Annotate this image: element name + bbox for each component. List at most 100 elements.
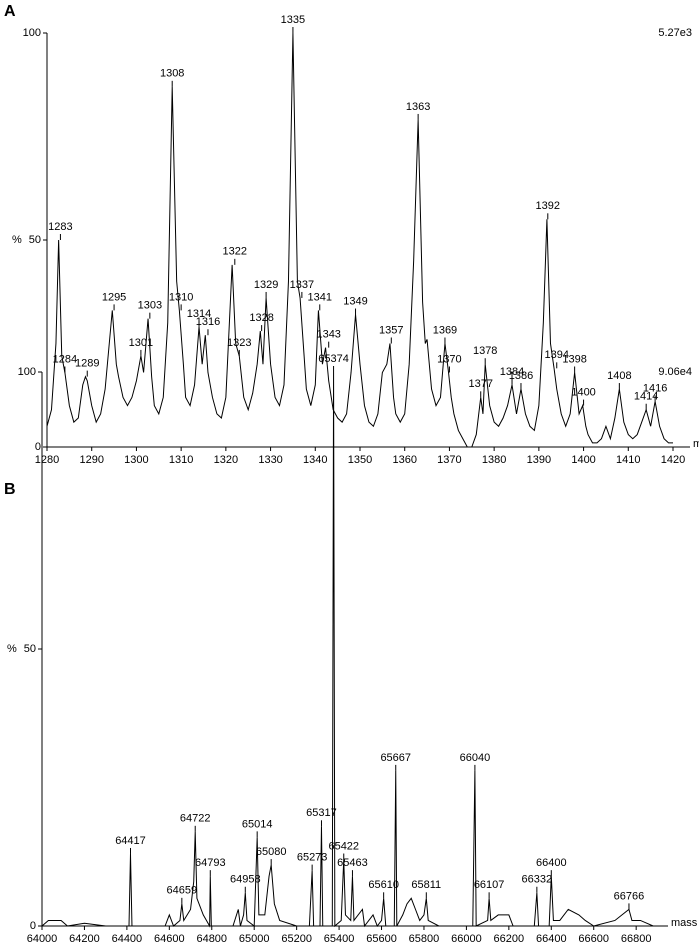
x-tick-label: 66400 xyxy=(536,933,567,945)
peak-label: 1328 xyxy=(249,312,273,324)
peak-label: 1303 xyxy=(138,300,162,312)
peak-label: 1369 xyxy=(433,324,457,336)
x-tick-label: 1400 xyxy=(571,454,595,466)
peak-label: 66107 xyxy=(474,879,505,891)
peak-label: 64793 xyxy=(195,857,226,869)
x-tick-label: 1410 xyxy=(616,454,640,466)
x-tick-label: 65800 xyxy=(409,933,440,945)
panel-label: A xyxy=(4,3,16,20)
y-axis-label: % xyxy=(12,234,22,246)
peak-label: 1349 xyxy=(343,295,367,307)
x-tick-label: 66600 xyxy=(578,933,609,945)
peak-label: 65463 xyxy=(337,857,368,869)
x-tick-label: 65200 xyxy=(281,933,312,945)
peak-label: 1416 xyxy=(643,382,667,394)
x-tick-label: 64400 xyxy=(112,933,143,945)
x-tick-label: 1290 xyxy=(79,454,103,466)
y-tick-label: 50 xyxy=(29,234,41,246)
x-tick-label: 1390 xyxy=(527,454,551,466)
x-tick-label: 64800 xyxy=(196,933,227,945)
x-tick-label: 1370 xyxy=(437,454,461,466)
y-tick-label: 100 xyxy=(23,27,41,39)
peak-label: 1363 xyxy=(406,101,430,113)
peak-label: 1392 xyxy=(536,200,560,212)
peak-label: 1386 xyxy=(509,370,533,382)
x-tick-label: 66000 xyxy=(451,933,482,945)
y-axis-label: % xyxy=(7,643,17,655)
peak-label: 1370 xyxy=(437,353,461,365)
x-tick-label: 1360 xyxy=(392,454,416,466)
peak-label: 65014 xyxy=(242,818,273,830)
peak-label: 64417 xyxy=(115,835,146,847)
peak-label: 1310 xyxy=(169,291,193,303)
peak-label: 65273 xyxy=(297,852,328,864)
peak-label: 1316 xyxy=(196,316,220,328)
x-axis-label: mass xyxy=(671,917,698,929)
panel-label: B xyxy=(4,481,16,498)
x-tick-label: 66800 xyxy=(621,933,652,945)
x-tick-label: 1330 xyxy=(258,454,282,466)
x-tick-label: 65400 xyxy=(324,933,355,945)
y-tick-label: 0 xyxy=(35,441,41,453)
peak-label: 1398 xyxy=(562,353,586,365)
peak-label: 1357 xyxy=(379,324,403,336)
y-tick-label: 50 xyxy=(24,643,36,655)
peak-label: 1289 xyxy=(75,358,99,370)
peak-label: 1337 xyxy=(290,279,314,291)
peak-label: 1301 xyxy=(129,337,153,349)
x-tick-label: 1300 xyxy=(124,454,148,466)
peak-label: 1295 xyxy=(102,291,126,303)
peak-label: 64722 xyxy=(180,813,211,825)
peak-label: 64659 xyxy=(167,885,198,897)
peak-label: 66400 xyxy=(536,857,567,869)
peak-label: 66766 xyxy=(614,890,645,902)
peak-label: 65374 xyxy=(318,353,349,365)
x-tick-label: 1320 xyxy=(214,454,238,466)
x-tick-label: 66200 xyxy=(494,933,525,945)
peak-label: 66332 xyxy=(522,874,553,886)
peak-label: 1329 xyxy=(254,279,278,291)
peak-label: 1408 xyxy=(607,370,631,382)
x-tick-label: 1280 xyxy=(35,454,59,466)
peak-label: 1284 xyxy=(53,353,77,365)
y-tick-label: 100 xyxy=(18,366,36,378)
x-tick-label: 1340 xyxy=(303,454,327,466)
x-tick-label: 1310 xyxy=(169,454,193,466)
x-tick-label: 64600 xyxy=(154,933,185,945)
peak-label: 1377 xyxy=(468,378,492,390)
x-tick-label: 1350 xyxy=(348,454,372,466)
x-tick-label: 65000 xyxy=(239,933,270,945)
spectrum-trace xyxy=(46,32,673,448)
peak-label: 1384 xyxy=(500,366,524,378)
scale-label: 9.06e4 xyxy=(658,366,692,378)
peak-label: 1414 xyxy=(634,391,658,403)
peak-label: 65811 xyxy=(411,879,441,891)
peak-label: 1378 xyxy=(473,345,497,357)
peak-label: 1341 xyxy=(308,291,332,303)
peak-label: 66040 xyxy=(460,752,491,764)
peak-label: 1400 xyxy=(571,387,595,399)
peak-label: 1394 xyxy=(545,349,569,361)
x-tick-label: 64200 xyxy=(69,933,100,945)
peak-label: 1283 xyxy=(48,221,72,233)
x-tick-label: 64000 xyxy=(27,933,58,945)
y-tick-label: 0 xyxy=(30,920,36,932)
peak-label: 1322 xyxy=(223,246,247,258)
peak-label: 64958 xyxy=(230,874,261,886)
scale-label: 5.27e3 xyxy=(658,27,692,39)
peak-label: 1343 xyxy=(316,329,340,341)
peak-label: 65080 xyxy=(256,846,287,858)
peak-label: 65667 xyxy=(380,752,411,764)
x-tick-label: 1380 xyxy=(482,454,506,466)
peak-label: 65317 xyxy=(306,807,337,819)
peak-label: 1335 xyxy=(281,14,305,26)
peak-label: 1308 xyxy=(160,68,184,80)
x-tick-label: 1420 xyxy=(661,454,685,466)
x-axis-label: m/z xyxy=(693,438,699,450)
peak-label: 65610 xyxy=(368,879,399,891)
peak-label: 1323 xyxy=(227,337,251,349)
peak-label: 1314 xyxy=(187,308,211,320)
peak-label: 65422 xyxy=(328,840,359,852)
x-tick-label: 65600 xyxy=(366,933,397,945)
